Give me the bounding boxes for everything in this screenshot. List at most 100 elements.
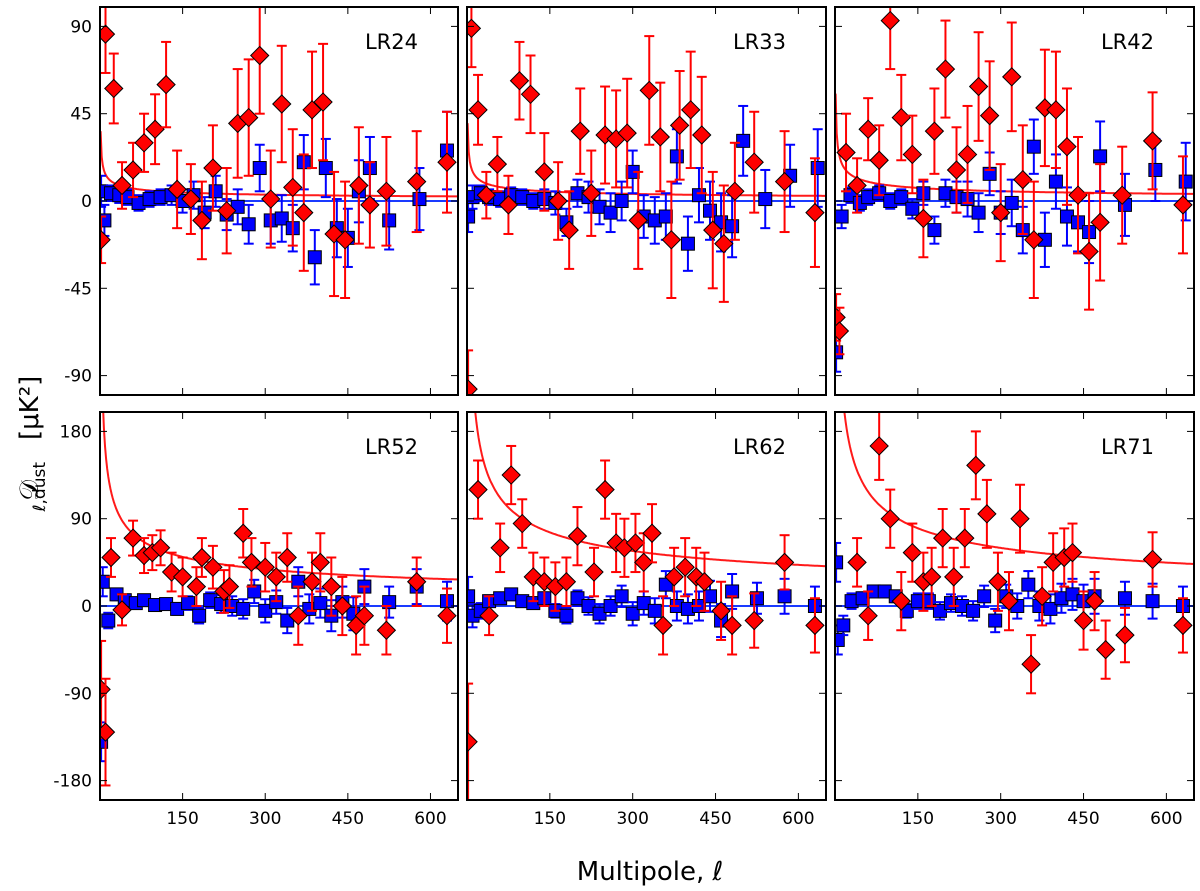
ee-point (145, 93, 165, 166)
bb-marker-square (603, 205, 618, 220)
ee-marker-diamond (145, 119, 165, 139)
panel-lr52: 150 300 450 600 180 90 0 -90 -180 LR52 (53, 411, 459, 829)
ee-point (437, 110, 457, 214)
bb-point (1021, 570, 1036, 600)
ee-marker-diamond (203, 557, 223, 577)
ee-point (376, 605, 397, 656)
ee-point (437, 587, 457, 644)
bb-marker-square (614, 589, 629, 604)
bb-point (844, 592, 859, 610)
ee-marker-diamond (869, 436, 889, 456)
bb-point (382, 585, 397, 619)
ee-point (711, 580, 731, 641)
ee-point (332, 575, 353, 637)
ee-point (559, 190, 579, 270)
ee-point (233, 508, 253, 559)
ee-marker-diamond (1090, 212, 1110, 233)
bb-marker-square (680, 236, 695, 251)
ee-marker-diamond (283, 177, 303, 198)
ee-marker-diamond (203, 158, 223, 178)
ee-marker-diamond (1024, 230, 1044, 250)
ee-point (100, 639, 111, 739)
bb-point (647, 196, 662, 245)
ee-point (966, 430, 986, 501)
ee-marker-diamond (150, 538, 171, 558)
ee-marker-diamond (966, 455, 986, 476)
series-bb (467, 570, 822, 639)
ee-marker-diamond (902, 144, 923, 165)
ee-marker-diamond (167, 179, 187, 200)
bb-marker-square (181, 596, 196, 611)
ee-point (324, 170, 344, 298)
bb-point (614, 180, 629, 222)
bb-point (966, 600, 981, 622)
ee-marker-diamond (467, 379, 478, 395)
bb-marker-square (318, 161, 333, 176)
ee-point (294, 153, 314, 272)
ee-marker-diamond (653, 615, 673, 636)
bb-marker-square (100, 574, 110, 589)
ee-point (479, 595, 499, 637)
ee-point (227, 68, 248, 179)
ee-marker-diamond (744, 610, 764, 631)
ee-point (1112, 145, 1132, 245)
bb-marker-square (1021, 577, 1036, 592)
ee-marker-diamond (216, 200, 237, 221)
panel-label: LR62 (733, 435, 786, 459)
bb-marker-square (467, 209, 476, 224)
ee-marker-diamond (277, 547, 297, 568)
bb-point (736, 104, 751, 177)
ee-point (1062, 522, 1083, 583)
ee-point (1079, 192, 1099, 311)
ee-marker-diamond (570, 121, 590, 141)
x-tick-label: 450 (699, 809, 731, 829)
ee-marker-diamond (156, 74, 176, 95)
bb-marker-square (758, 192, 773, 207)
ee-point (112, 593, 132, 627)
bb-point (230, 188, 245, 226)
ee-marker-diamond (354, 605, 375, 626)
ee-point (744, 592, 764, 649)
ee-marker-diamond (639, 80, 659, 101)
ee-point (1013, 124, 1033, 235)
bb-point (203, 591, 218, 609)
ee-marker-diamond (805, 202, 825, 223)
ee-fit-line (835, 93, 1194, 195)
ee-point (902, 522, 923, 583)
ee-marker-diamond (476, 185, 497, 205)
ee-point (595, 459, 615, 520)
ee-marker-diamond (650, 127, 671, 147)
bb-marker-square (977, 589, 992, 604)
ee-marker-diamond (100, 679, 111, 700)
bb-point (835, 203, 849, 230)
x-tick-label: 600 (782, 809, 814, 829)
bb-marker-square (252, 161, 267, 176)
ee-marker-diamond (675, 557, 695, 577)
ee-point (774, 130, 795, 234)
bb-marker-square (592, 606, 607, 621)
ee-point (100, 7, 116, 74)
ee-marker-diamond (869, 150, 889, 170)
bb-marker-square (1093, 149, 1108, 164)
ee-marker-diamond (310, 552, 331, 573)
ee-marker-diamond (744, 152, 764, 172)
ee-point (509, 40, 530, 121)
ee-point (1090, 163, 1110, 282)
bb-marker-square (307, 250, 322, 265)
ee-marker-diamond (261, 189, 281, 209)
bb-point (680, 593, 695, 625)
ee-marker-diamond (349, 175, 369, 196)
ee-point (944, 546, 964, 607)
y-axis-title-sub: ℓ,dust (30, 462, 50, 513)
ee-point (805, 597, 825, 654)
ee-marker-diamond (990, 202, 1011, 223)
ee-marker-diamond (288, 605, 308, 626)
ee-marker-diamond (192, 547, 212, 568)
ee-point (1142, 531, 1163, 588)
panel-label: LR24 (365, 30, 418, 54)
ee-marker-diamond (944, 567, 964, 587)
bb-marker-square (559, 608, 574, 623)
bb-point (247, 578, 262, 605)
ee-marker-diamond (1173, 195, 1193, 215)
bb-marker-square (647, 603, 662, 618)
